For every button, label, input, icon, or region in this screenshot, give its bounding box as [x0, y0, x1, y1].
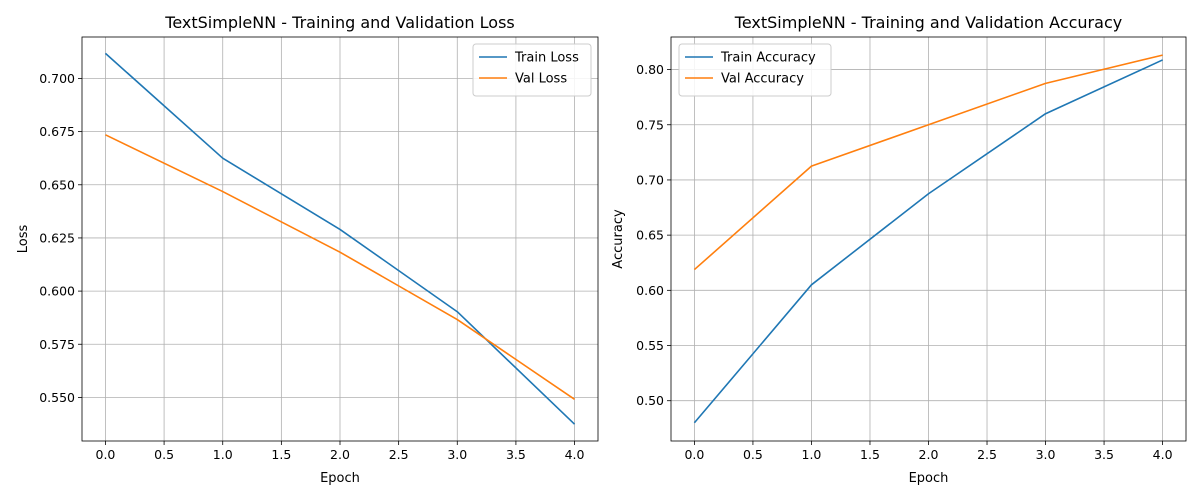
legend-label: Train Loss [514, 51, 579, 66]
x-tick-label: 3.0 [1036, 447, 1056, 462]
x-tick-label: 2.0 [330, 447, 350, 462]
x-tick-label: 2.0 [919, 447, 939, 462]
x-tick-label: 0.5 [743, 447, 763, 462]
series-line-val [693, 54, 1163, 271]
x-tick-label: 4.0 [565, 447, 585, 462]
x-tick-label: 0.5 [154, 447, 174, 462]
y-tick-label: 0.55 [636, 338, 664, 353]
x-tick-label: 1.5 [860, 447, 880, 462]
legend: Train Loss Val Loss [472, 43, 592, 97]
loss-chart: 0.0 0.5 1.0 1.5 2.0 2.5 3.0 3.5 4.0 0.550 0.575 0.6… [16, 13, 599, 486]
series-line-val [105, 134, 575, 400]
x-tick-label: 1.0 [213, 447, 233, 462]
legend-label: Val Accuracy [721, 72, 804, 87]
y-tick-label: 0.600 [39, 284, 75, 299]
x-tick-label: 4.0 [1153, 447, 1173, 462]
y-tick-label: 0.625 [39, 230, 75, 245]
x-axis-label: Epoch [320, 471, 360, 486]
x-tick-label: 3.0 [447, 447, 467, 462]
y-tick-label: 0.75 [636, 117, 664, 132]
x-tick-label: 3.5 [506, 447, 526, 462]
legend-label: Val Loss [515, 72, 567, 87]
y-tick-label: 0.50 [636, 393, 664, 408]
y-tick-label: 0.60 [636, 283, 664, 298]
series-line-train [104, 52, 576, 425]
y-tick-label: 0.65 [636, 228, 664, 243]
y-tick-label: 0.80 [636, 62, 664, 77]
legend-label: Train Accuracy [720, 51, 816, 66]
y-tick-label: 0.575 [39, 337, 75, 352]
y-axis-label: Accuracy [611, 209, 626, 269]
x-tick-label: 1.5 [271, 447, 291, 462]
legend-box [678, 43, 832, 97]
y-tick-label: 0.675 [39, 124, 75, 139]
x-tick-label: 2.5 [389, 447, 409, 462]
legend: Train Accuracy Val Accuracy [678, 43, 832, 97]
series-line-train [693, 59, 1163, 424]
chart-title: TextSimpleNN - Training and Validation A… [734, 13, 1122, 32]
x-tick-label: 0.0 [684, 447, 704, 462]
x-tick-label: 2.5 [977, 447, 997, 462]
y-tick-label: 0.650 [39, 177, 75, 192]
chart-title: TextSimpleNN - Training and Validation L… [164, 13, 514, 32]
x-axis-label: Epoch [909, 471, 949, 486]
x-tick-label: 0.0 [96, 447, 116, 462]
x-tick-label: 3.5 [1094, 447, 1114, 462]
y-axis-label: Loss [16, 225, 31, 254]
y-tick-label: 0.700 [39, 71, 75, 86]
y-tick-label: 0.70 [636, 172, 664, 187]
accuracy-chart: 0.0 0.5 1.0 1.5 2.0 2.5 3.0 3.5 4.0 0.50 0.55 0.60 0… [611, 13, 1187, 486]
x-tick-label: 1.0 [802, 447, 822, 462]
y-tick-label: 0.550 [39, 390, 75, 405]
